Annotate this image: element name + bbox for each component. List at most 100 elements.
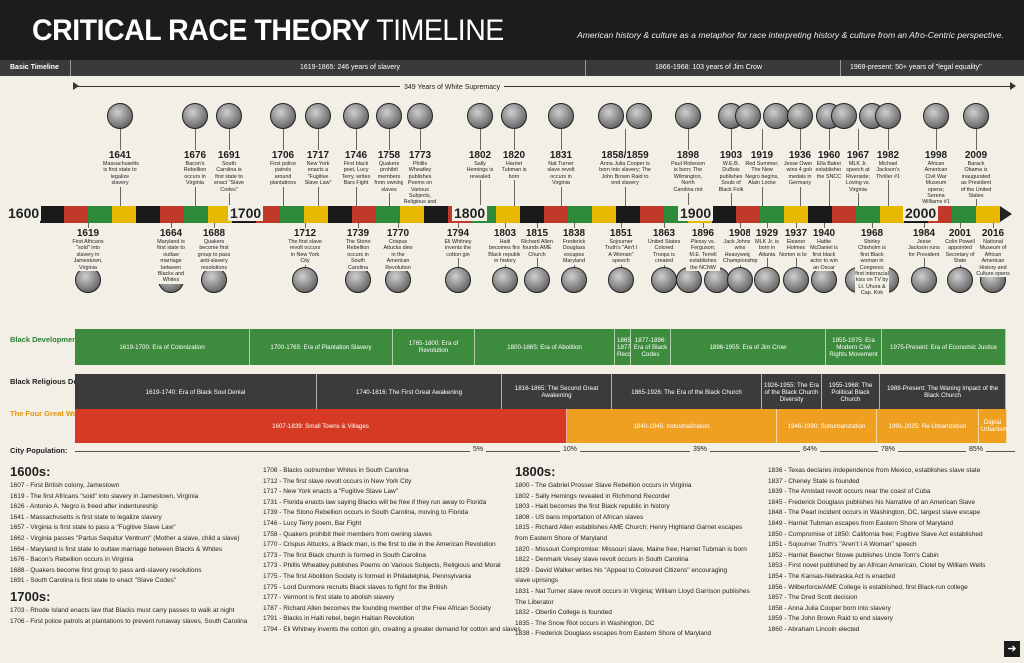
timeline-event: 1896 Plessy vs. Ferguson; M.E. Terrell es… bbox=[686, 228, 720, 272]
timeline-event: 2016 National Museum of African American … bbox=[976, 228, 1010, 278]
history-entry: 1852 - Harriet Beecher Stowe publishes U… bbox=[768, 551, 939, 559]
event-year: 1908 bbox=[728, 228, 752, 239]
history-entry: 1641 - Massachusetts is first state to l… bbox=[10, 513, 162, 521]
header-bar: CRITICAL RACE THEORY TIMELINE American h… bbox=[0, 0, 1024, 60]
portrait-icon bbox=[598, 103, 624, 129]
section-title-1800s: 1800s: bbox=[515, 464, 556, 479]
era-block: 1865-1926: The Era of the Black Church bbox=[612, 374, 762, 410]
portrait-icon bbox=[787, 103, 813, 129]
arrow-right bbox=[1010, 82, 1016, 90]
history-entry: 1791 - Blacks in Haiti rebel, begin Hait… bbox=[263, 615, 415, 623]
history-entry: 1822 - Denmark Vesey slave revolt occurs… bbox=[515, 556, 689, 564]
era-block: 1607-1839: Small Towns & Villages bbox=[75, 409, 567, 443]
event-text: Red Summer; The New Negro begins, Alain … bbox=[745, 161, 779, 187]
event-year: 1664 bbox=[159, 228, 183, 239]
event-text: New York enacts a "Fugitive Slave Law" bbox=[304, 161, 332, 187]
event-year: 1929 bbox=[755, 228, 779, 239]
band-segment bbox=[616, 206, 640, 223]
history-entry: 1794 - Eli Whitney invents the cotton gi… bbox=[263, 625, 521, 633]
century-label: 2000 bbox=[903, 205, 939, 221]
band-segment bbox=[64, 206, 88, 223]
event-year: 1896 bbox=[691, 228, 715, 239]
history-entry: 1777 - Vermont is first state to abolish… bbox=[263, 594, 395, 602]
column-1600s: 1600s: 1607 - First British colony, Jame… bbox=[10, 462, 260, 627]
portrait-icon bbox=[501, 103, 527, 129]
era-block: 1975-Present: Era of Economic Justice bbox=[882, 329, 1006, 365]
portrait-icon bbox=[524, 267, 550, 293]
event-text: National Museum of African American Hist… bbox=[976, 239, 1010, 278]
history-entry: 1676 - Bacon's Rebellion occurs in Virgi… bbox=[10, 556, 134, 564]
timeline-event: 1858/1859 Anna Julia Cooper is born into … bbox=[597, 150, 653, 187]
portrait-icon bbox=[783, 267, 809, 293]
history-entry: 1706 - First police patrols at plantatio… bbox=[10, 617, 248, 625]
timeline-event: 1851 Sojourner Truth's "Ain't I A Woman" … bbox=[604, 228, 638, 265]
event-text: The first slave revolt occurs in New Yor… bbox=[288, 239, 322, 265]
history-entry: 1857 - The Dred Scott decision bbox=[768, 594, 858, 602]
band-segment bbox=[352, 206, 376, 223]
event-text: Phillis Wheatley publishes Poems on Vari… bbox=[403, 161, 437, 212]
event-year: 1773 bbox=[408, 150, 432, 161]
band-segment bbox=[520, 206, 544, 223]
history-entry: 1859 - The John Brown Raid to end slaver… bbox=[768, 615, 893, 623]
history-entry: 1770 - Crispus Attucks, a Black man, is … bbox=[263, 541, 496, 549]
event-year: 1688 bbox=[202, 228, 226, 239]
era-block: 1946-1990: Suburbanization bbox=[777, 409, 877, 443]
timeline-event: 1664 Maryland is first state to outlaw ma… bbox=[154, 228, 188, 284]
history-entry: 1849 - Harriet Tubman escapes from Easte… bbox=[768, 519, 953, 527]
band-segment bbox=[568, 206, 592, 223]
portrait-icon bbox=[343, 103, 369, 129]
timeline-event: 1838 Frederick Douglass escapes Maryland bbox=[557, 228, 591, 265]
event-text: Maryland is first state to outlaw marria… bbox=[157, 239, 185, 284]
population-label: City Population: bbox=[10, 446, 68, 455]
timeline-event: 1936 Jesse Owens wins 4 gold medals in Ge… bbox=[783, 150, 817, 187]
event-year: 1937 bbox=[784, 228, 808, 239]
band-segment bbox=[40, 206, 64, 223]
timeline-event: 1794 Eli Whitney invents the cotton gin bbox=[441, 228, 475, 259]
event-text: Massachusetts is first state to legalize… bbox=[103, 161, 139, 187]
century-label: 1900 bbox=[678, 205, 714, 221]
history-entry: 1688 - Quakers become first group to pas… bbox=[10, 566, 202, 574]
history-entry: 1703 - Rhode Island enacts law that Blac… bbox=[10, 606, 235, 614]
portrait-icon bbox=[626, 103, 652, 129]
column-1800s: 1800s: 1800 - The Gabriel Prosser Slave … bbox=[515, 462, 765, 640]
era-block: 1955-1968: The Political Black Church bbox=[822, 374, 880, 410]
portrait-icon bbox=[947, 267, 973, 293]
era-block: 1896-1955: Era of Jim Crow bbox=[671, 329, 826, 365]
history-entry: 1619 - The first Africans "sold" into sl… bbox=[10, 492, 199, 500]
band-segment bbox=[280, 206, 304, 223]
jimcrow-period: 1866-1968: 103 years of Jim Crow bbox=[655, 64, 762, 71]
portrait-icon bbox=[727, 267, 753, 293]
event-year: 1746 bbox=[344, 150, 368, 161]
event-year: 1984 bbox=[912, 228, 936, 239]
event-year: 1794 bbox=[446, 228, 470, 239]
population-value: 5% bbox=[470, 446, 487, 453]
population-value: 10% bbox=[560, 446, 581, 453]
era-block: 1619-1740: Era of Black Soul Denial bbox=[75, 374, 317, 410]
event-year: 1838 bbox=[562, 228, 586, 239]
timeline-event: 1903 W.E.B. DuBois publishes Souls of Bla… bbox=[714, 150, 748, 194]
portrait-icon bbox=[305, 103, 331, 129]
event-year: 1676 bbox=[183, 150, 207, 161]
era-block: 1765-1800: Era of Revolution bbox=[393, 329, 475, 365]
band-segment bbox=[184, 206, 208, 223]
portrait-icon bbox=[445, 267, 471, 293]
event-year: 1815 bbox=[525, 228, 549, 239]
portrait-icon bbox=[923, 103, 949, 129]
timeline-event: 1758 Quakers prohibit members from owning… bbox=[372, 150, 406, 194]
event-text: Hattie McDaniel is first black actor to … bbox=[810, 239, 838, 271]
event-text: Quakers prohibit members from owning sla… bbox=[374, 161, 404, 193]
history-entry: 1836 - Texas declares independence from … bbox=[768, 467, 981, 474]
timeline-event: 1739 The Stono Rebellion occurs in South … bbox=[341, 228, 375, 272]
event-text: Jesse Jackson runs for President bbox=[908, 239, 940, 258]
history-entry: 1773 - The first Black church is formed … bbox=[263, 551, 426, 559]
timeline-event: 1960 Ella Baker establishes the SNCC bbox=[812, 150, 846, 181]
population-value: 85% bbox=[966, 446, 987, 453]
next-page-arrow-icon[interactable]: ➜ bbox=[1004, 641, 1020, 657]
history-entry: 1802 - Sally Hemings revealed in Richmon… bbox=[515, 492, 670, 500]
era-block: 1926-1955: The Era of the Black Church D… bbox=[762, 374, 822, 410]
history-entry: 1829 - David Walker writes his "Appeal t… bbox=[515, 566, 728, 574]
history-entry: 1831 - Nat Turner slave revolt occurs in… bbox=[515, 587, 750, 595]
portrait-icon bbox=[963, 103, 989, 129]
event-year: 1982 bbox=[876, 150, 900, 161]
event-year: 1851 bbox=[609, 228, 633, 239]
